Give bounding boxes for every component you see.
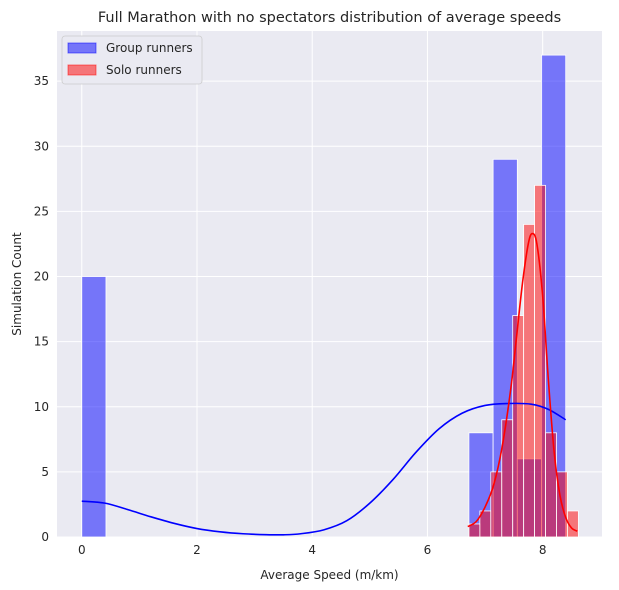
group-runner-kde-line bbox=[81, 402, 567, 536]
y-tick-label: 30 bbox=[34, 139, 49, 153]
x-tick-label: 6 bbox=[424, 543, 432, 557]
y-tick-label: 5 bbox=[41, 465, 49, 479]
legend-swatch-group bbox=[67, 42, 97, 54]
group-runner-bar bbox=[81, 276, 107, 538]
solo-runner-bar bbox=[523, 224, 535, 538]
solo-runner-bars bbox=[468, 184, 579, 538]
solo-runner-bar bbox=[512, 315, 525, 538]
y-axis-label: Simulation Count bbox=[10, 232, 24, 336]
kde-curves bbox=[81, 232, 578, 536]
chart-title: Full Marathon with no spectators distrib… bbox=[98, 10, 561, 26]
x-tick-label: 8 bbox=[539, 543, 547, 557]
y-tick-label: 0 bbox=[41, 530, 49, 544]
x-tick-label: 4 bbox=[308, 543, 316, 557]
y-tick-label: 10 bbox=[34, 400, 49, 414]
legend-box bbox=[61, 35, 203, 85]
y-tick-label: 15 bbox=[34, 335, 49, 349]
solo-runner-bar bbox=[567, 510, 579, 538]
legend-label-group: Group runners bbox=[106, 41, 193, 55]
x-axis-label: Average Speed (m/km) bbox=[260, 568, 398, 582]
x-tick-labels: 0 2 4 6 8 bbox=[78, 543, 547, 557]
y-tick-labels: 0 5 10 15 20 25 30 35 bbox=[34, 74, 49, 544]
y-tick-label: 35 bbox=[34, 74, 49, 88]
x-tick-label: 0 bbox=[78, 543, 86, 557]
solo-runner-bar bbox=[534, 184, 546, 538]
legend-swatch-solo bbox=[67, 64, 97, 76]
x-tick-label: 2 bbox=[193, 543, 201, 557]
y-tick-label: 25 bbox=[34, 204, 49, 218]
y-tick-label: 20 bbox=[34, 270, 49, 284]
legend: Group runners Solo runners bbox=[61, 35, 203, 85]
solo-runner-bar bbox=[490, 471, 503, 538]
legend-label-solo: Solo runners bbox=[106, 63, 182, 77]
solo-runner-bar bbox=[545, 432, 557, 538]
solo-runner-kde-line bbox=[467, 232, 578, 532]
